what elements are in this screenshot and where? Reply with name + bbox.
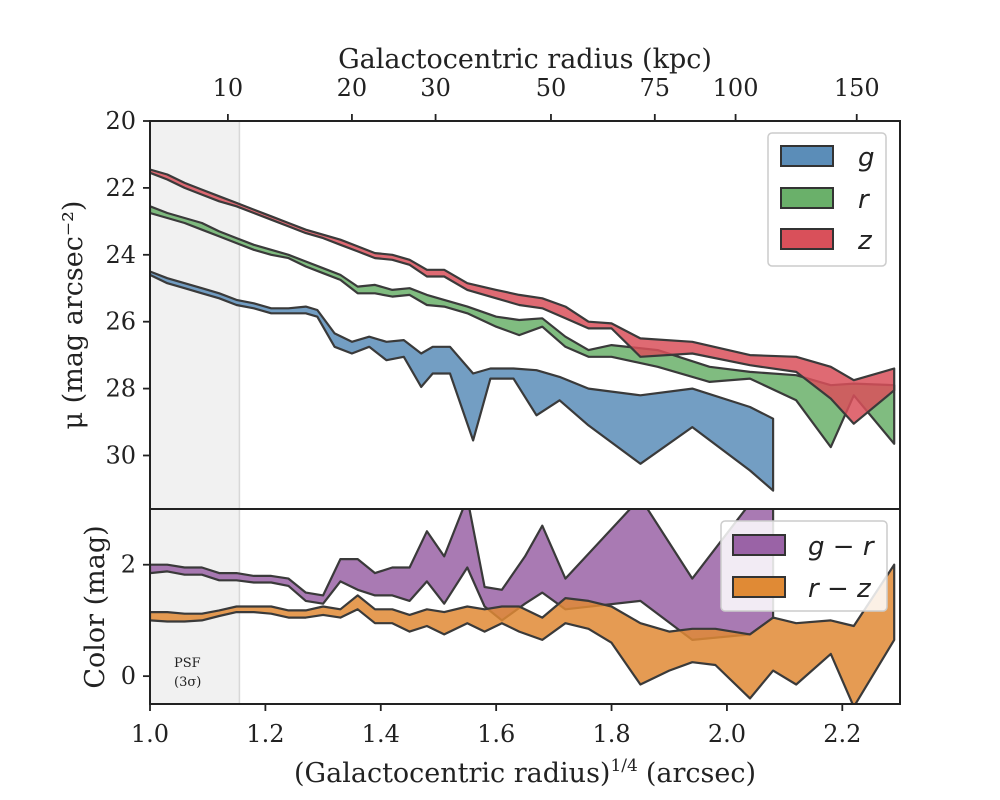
y-tick-label: 28 <box>105 375 136 403</box>
x-axis-title-base: (Galactocentric radius) <box>294 758 610 789</box>
y-tick-label: 24 <box>105 241 136 269</box>
psf-annotation-line1: PSF <box>174 656 201 671</box>
band-z <box>150 168 896 425</box>
x-tick-label: 1.0 <box>131 720 169 748</box>
bottom-y-axis-ticks: 02 <box>121 551 150 690</box>
top-y-axis-ticks: 20 22 24 26 28 30 <box>105 107 150 469</box>
band-r <box>150 205 896 449</box>
legend-label-g-r: g − r <box>808 532 876 562</box>
legend-swatch-z <box>780 228 834 250</box>
legend-swatch-r-z <box>732 576 786 598</box>
bottom-x-axis-ticks: 1.0 1.2 1.4 1.6 1.8 2.0 2.2 <box>131 704 861 748</box>
band-g <box>150 270 775 492</box>
legend-label-r: r <box>858 185 871 215</box>
bottom-panel-frame <box>149 508 901 705</box>
y-tick-label: 30 <box>105 441 136 469</box>
bottom-legend: g − r r − z <box>720 520 888 612</box>
legend-swatch-g <box>780 145 834 167</box>
surface-brightness-series <box>150 168 896 492</box>
legend-swatch-r <box>780 187 834 209</box>
x-tick-label: 1.8 <box>592 720 630 748</box>
kpc-tick-label: 10 <box>213 74 244 102</box>
bottom-y-axis-title: Color (mag) <box>80 525 111 688</box>
top-y-axis-title: μ (mag arcsec⁻²) <box>58 201 89 430</box>
psf-annotation-line2: (3σ) <box>174 675 201 690</box>
x-tick-label: 1.2 <box>246 720 284 748</box>
x-tick-label: 2.2 <box>823 720 861 748</box>
legend-label-r-z: r − z <box>808 574 872 604</box>
x-tick-label: 1.4 <box>362 720 400 748</box>
kpc-tick-label: 20 <box>337 74 368 102</box>
legend-swatch-g-r <box>732 534 786 556</box>
color-y-tick-label: 2 <box>121 551 136 579</box>
legend-label-z: z <box>857 226 873 256</box>
color-series <box>150 509 896 704</box>
top-x-axis-ticks: 10 20 30 50 75 100 150 <box>213 74 880 121</box>
top-x-axis-title: Galactocentric radius (kpc) <box>338 44 712 75</box>
y-tick-label: 26 <box>105 308 136 336</box>
top-legend: g r z <box>767 132 887 267</box>
x-axis-title-unit: (arcsec) <box>646 758 756 789</box>
kpc-tick-label: 50 <box>536 74 567 102</box>
kpc-tick-label: 75 <box>640 74 671 102</box>
kpc-tick-label: 30 <box>420 74 451 102</box>
legend-label-g: g <box>858 143 875 173</box>
kpc-tick-label: 150 <box>834 74 880 102</box>
x-tick-label: 1.6 <box>477 720 515 748</box>
band-r-minus-z <box>150 563 896 704</box>
color-y-tick-label: 0 <box>121 662 136 690</box>
y-tick-label: 20 <box>105 107 136 135</box>
bottom-x-axis-title: (Galactocentric radius)1/4 (arcsec) <box>294 756 756 789</box>
x-axis-title-exponent: 1/4 <box>610 756 637 776</box>
kpc-tick-label: 100 <box>713 74 759 102</box>
y-tick-label: 22 <box>105 174 136 202</box>
x-tick-label: 2.0 <box>708 720 746 748</box>
